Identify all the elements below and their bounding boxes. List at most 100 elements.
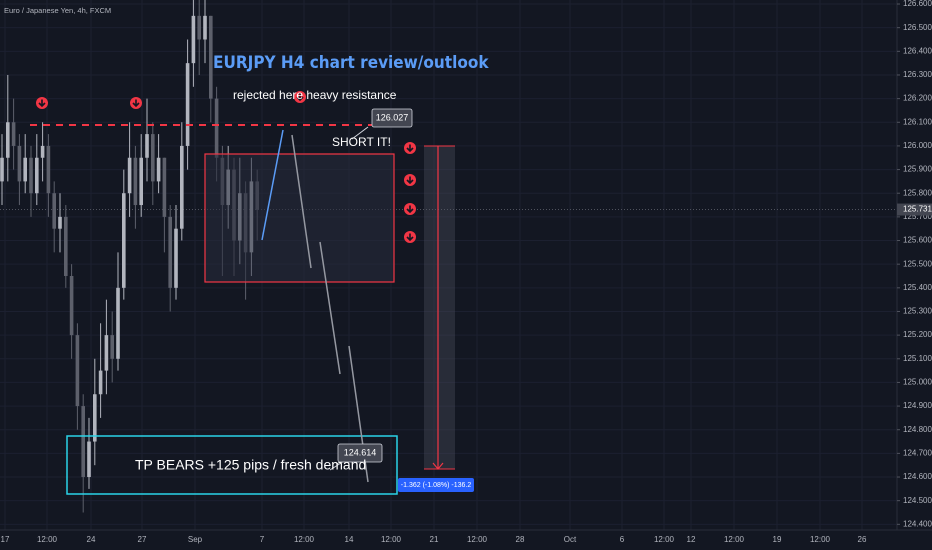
y-tick-label: 126.000 <box>903 141 932 150</box>
x-tick-label: Oct <box>564 535 577 544</box>
y-tick-label: 125.300 <box>903 307 932 316</box>
candle-body <box>17 145 22 182</box>
y-tick-label: 125.400 <box>903 283 932 292</box>
x-tick-label: 12:00 <box>294 535 315 544</box>
candle-body <box>151 134 155 182</box>
x-tick-label: 24 <box>87 535 96 544</box>
arrow-icon-glyph <box>132 99 140 108</box>
candle-body <box>214 98 219 158</box>
x-tick-label: Sep <box>188 535 203 544</box>
candle-body <box>11 122 16 146</box>
candle-body <box>145 134 149 158</box>
candle-body <box>174 228 178 288</box>
y-tick-label: 124.600 <box>903 472 932 481</box>
y-tick-label: 126.500 <box>903 23 932 32</box>
x-tick-label: 19 <box>773 535 782 544</box>
last-price-box <box>897 203 932 216</box>
candle-body <box>122 193 126 288</box>
x-tick-label: 7 <box>260 535 265 544</box>
price-tag-box <box>337 443 383 463</box>
y-tick-label: 124.800 <box>903 425 932 434</box>
candle-body <box>162 157 167 217</box>
x-tick-label: 12:00 <box>724 535 745 544</box>
candle-body <box>203 15 207 40</box>
candle-body <box>104 335 109 371</box>
measure-label-box <box>398 478 474 492</box>
candle-body <box>116 287 120 359</box>
x-tick-label: 14 <box>345 535 354 544</box>
note: SHORT IT! <box>332 135 391 149</box>
candle-body <box>81 406 85 478</box>
x-tick-label: 12 <box>687 535 696 544</box>
x-tick-label: 12:00 <box>381 535 402 544</box>
candle-body <box>156 157 161 182</box>
x-tick-label: 26 <box>858 535 867 544</box>
x-tick-label: 12:00 <box>810 535 831 544</box>
y-tick-label: 125.500 <box>903 259 932 268</box>
chart-title: Euro / Japanese Yen, 4h, FXCM <box>4 6 111 15</box>
candle-body <box>46 145 51 194</box>
candle-body <box>139 157 143 206</box>
y-tick-label: 125.200 <box>903 330 932 339</box>
arrow-icon-glyph <box>406 205 414 214</box>
candle-body <box>168 216 172 288</box>
candle-body <box>69 275 74 336</box>
rejection-line <box>261 129 284 241</box>
callout-line <box>329 460 345 471</box>
arrow-icons <box>36 91 416 243</box>
candle-body <box>23 157 27 182</box>
candle-body <box>6 122 10 158</box>
measure-arrow <box>432 462 444 470</box>
x-tick-label: 12:00 <box>654 535 675 544</box>
candle-body <box>197 15 201 40</box>
x-tick-label: 12:00 <box>467 535 488 544</box>
y-tick-label: 125.800 <box>903 188 932 197</box>
arrow-icon-glyph <box>406 144 414 153</box>
x-tick-label: 6 <box>620 535 625 544</box>
x-tick-label: 27 <box>138 535 147 544</box>
price-tag: 124.614 <box>344 447 377 457</box>
candle-body <box>110 335 114 359</box>
x-tick-label: 28 <box>516 535 525 544</box>
candle-body <box>98 370 103 395</box>
grid <box>0 0 897 530</box>
candle-body <box>40 145 45 158</box>
short-zone <box>204 153 395 283</box>
candle-body <box>127 157 132 194</box>
arrow-icon-glyph <box>38 99 46 108</box>
y-tick-label: 126.400 <box>903 46 932 55</box>
y-tick-label: 124.500 <box>903 496 932 505</box>
candle-body <box>209 15 213 99</box>
candle-body <box>58 216 62 229</box>
y-tick-label: 126.100 <box>903 117 932 126</box>
arrow-icon-glyph <box>406 233 414 242</box>
arrow-icon-glyph <box>406 176 414 185</box>
candle-body <box>29 157 33 194</box>
y-tick-label: 125.900 <box>903 165 932 174</box>
y-tick-label: 125.700 <box>903 212 932 221</box>
candle-body <box>180 145 184 229</box>
candle-body <box>191 15 196 64</box>
projection-line <box>291 134 312 269</box>
arrow-icon-glyph <box>296 93 304 102</box>
demand-zone <box>66 435 398 495</box>
y-tick-label: 124.700 <box>903 448 932 457</box>
candle-body <box>0 157 4 182</box>
candle-body <box>87 441 91 478</box>
headline: EURJPY H4 chart review/outlook <box>213 53 489 73</box>
note: rejected here heavy resistance <box>233 88 397 102</box>
y-tick-label: 124.900 <box>903 401 932 410</box>
x-tick-label: 12:00 <box>37 535 58 544</box>
y-tick-label: 124.400 <box>903 519 932 528</box>
y-tick-label: 125.100 <box>903 354 932 363</box>
candle-body <box>35 157 39 194</box>
candle-body <box>185 63 190 146</box>
note: TP BEARS +125 pips / fresh demand <box>135 457 366 473</box>
y-tick-label: 125.000 <box>903 378 932 387</box>
price-tag: 126.027 <box>376 112 409 122</box>
candle-body <box>52 193 56 229</box>
x-tick-label: 21 <box>430 535 439 544</box>
